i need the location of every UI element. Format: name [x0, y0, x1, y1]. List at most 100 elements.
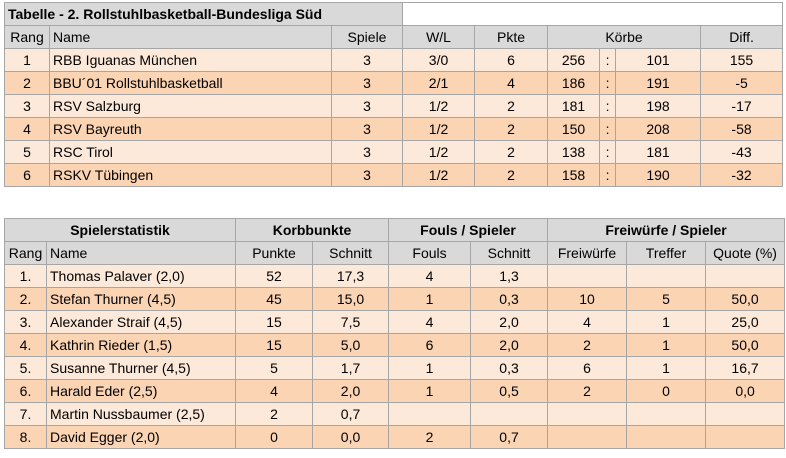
fouls-cell: 2	[388, 425, 472, 449]
baskets-for-cell: 150	[547, 117, 601, 141]
team-name-cell: RSV Salzburg	[49, 94, 332, 118]
table-row: 6. Harald Eder (2,5) 4 2,0 1 0,5 2 0 0,0	[4, 379, 786, 403]
hits-cell: 1	[626, 356, 707, 380]
points-cell: 4	[474, 71, 549, 95]
points-cell: 4	[235, 379, 314, 403]
baskets-against-cell: 101	[615, 48, 702, 72]
player-name-cell: Martin Nussbaumer (2,5)	[45, 402, 237, 426]
points-cell: 2	[474, 117, 549, 141]
points-cell: 2	[474, 163, 549, 187]
header-diff: Diff.	[700, 25, 784, 49]
header-baskets: Körbe	[547, 25, 702, 49]
freethrows-cell	[547, 402, 628, 426]
wl-cell: 2/1	[402, 71, 476, 95]
points-cell: 45	[235, 287, 314, 311]
games-cell: 3	[330, 48, 404, 72]
games-cell: 3	[330, 163, 404, 187]
header-rank: Rang	[4, 241, 47, 265]
fouls-avg-cell: 0,5	[470, 379, 549, 403]
points-avg-cell: 15,0	[312, 287, 390, 311]
player-stats-table: Spielerstatistik Korbbunkte Fouls / Spie…	[3, 218, 786, 449]
header-avg: Schnitt	[312, 241, 390, 265]
rank-cell: 6	[4, 163, 50, 187]
points-cell: 15	[235, 310, 314, 334]
rank-cell: 4.	[4, 333, 47, 357]
header-points: Pkte	[474, 25, 549, 49]
header-quote: Quote (%)	[705, 241, 786, 265]
player-name-cell: Thomas Palaver (2,0)	[45, 264, 237, 288]
hits-cell: 5	[626, 287, 707, 311]
wl-cell: 1/2	[402, 140, 476, 164]
fouls-avg-cell: 2,0	[470, 310, 549, 334]
diff-cell: -32	[700, 163, 784, 187]
table-row: 1 RBB Iguanas München 3 3/0 6 256:101 155	[4, 48, 784, 72]
rank-cell: 2	[4, 71, 50, 95]
quote-cell	[705, 264, 786, 288]
points-avg-cell: 7,5	[312, 310, 390, 334]
hits-cell	[626, 425, 707, 449]
group-header-freethrows: Freiwürfe / Spieler	[547, 218, 786, 242]
fouls-avg-cell: 2,0	[470, 333, 549, 357]
rank-cell: 8.	[4, 425, 47, 449]
points-avg-cell: 0,0	[312, 425, 390, 449]
wl-cell: 1/2	[402, 117, 476, 141]
games-cell: 3	[330, 117, 404, 141]
fouls-cell: 1	[388, 287, 472, 311]
table-row: 3 RSV Salzburg 3 1/2 2 181:198 -17	[4, 94, 784, 118]
table-row: 2 BBU´01 Rollstuhlbasketball 3 2/1 4 186:191-…	[4, 71, 784, 95]
team-name-cell: RSV Bayreuth	[49, 117, 332, 141]
table-row: 5 RSC Tirol 3 1/2 2 138:181 -43	[4, 140, 784, 164]
table-row: 3. Alexander Straif (4,5) 15 7,5 4 2,0 4 1 25,0	[4, 310, 786, 334]
standings-body: 1 RBB Iguanas München 3 3/0 6 256:101 155 2 BBU´…	[4, 48, 784, 187]
header-name: Name	[49, 25, 332, 49]
hits-cell: 0	[626, 379, 707, 403]
header-name: Name	[45, 241, 237, 265]
group-header-stats: Spielerstatistik	[3, 218, 237, 242]
group-header-points: Korbbunkte	[235, 218, 390, 242]
table-row: 2. Stefan Thurner (4,5) 45 15,0 1 0,3 10 5 50,0	[4, 287, 786, 311]
quote-cell: 25,0	[705, 310, 786, 334]
points-cell: 2	[474, 140, 549, 164]
baskets-separator: :	[599, 163, 617, 187]
fouls-avg-cell: 0,7	[470, 425, 549, 449]
header-rank: Rang	[4, 25, 50, 49]
points-cell: 6	[474, 48, 549, 72]
fouls-avg-cell: 0,3	[470, 356, 549, 380]
games-cell: 3	[330, 71, 404, 95]
header-hits: Treffer	[626, 241, 707, 265]
rank-cell: 5.	[4, 356, 47, 380]
team-name-cell: BBU´01 Rollstuhlbasketball	[49, 71, 332, 95]
fouls-cell: 4	[388, 264, 472, 288]
points-cell: 5	[235, 356, 314, 380]
points-avg-cell: 1,7	[312, 356, 390, 380]
wl-cell: 3/0	[402, 48, 476, 72]
rank-cell: 4	[4, 117, 50, 141]
points-avg-cell: 0,7	[312, 402, 390, 426]
baskets-separator: :	[599, 48, 617, 72]
table-row: 7. Martin Nussbaumer (2,5) 2 0,7	[4, 402, 786, 426]
quote-cell: 0,0	[705, 379, 786, 403]
player-name-cell: Kathrin Rieder (1,5)	[45, 333, 237, 357]
hits-cell	[626, 264, 707, 288]
table-row: 1. Thomas Palaver (2,0) 52 17,3 4 1,3	[4, 264, 786, 288]
title-spacer	[402, 2, 784, 26]
fouls-cell	[388, 402, 472, 426]
baskets-for-cell: 138	[547, 140, 601, 164]
diff-cell: -43	[700, 140, 784, 164]
baskets-for-cell: 186	[547, 71, 601, 95]
quote-cell	[705, 425, 786, 449]
table-row: 6 RSKV Tübingen 3 1/2 2 158:190 -32	[4, 163, 784, 187]
team-name-cell: RSC Tirol	[49, 140, 332, 164]
baskets-separator: :	[599, 117, 617, 141]
fouls-cell: 1	[388, 379, 472, 403]
player-name-cell: Stefan Thurner (4,5)	[45, 287, 237, 311]
diff-cell: -17	[700, 94, 784, 118]
fouls-cell: 1	[388, 356, 472, 380]
table-row: 4 RSV Bayreuth 3 1/2 2 150:208 -58	[4, 117, 784, 141]
baskets-separator: :	[599, 94, 617, 118]
diff-cell: -5	[700, 71, 784, 95]
baskets-for-cell: 158	[547, 163, 601, 187]
group-header-fouls: Fouls / Spieler	[388, 218, 549, 242]
hits-cell: 1	[626, 333, 707, 357]
table-row: 8. David Egger (2,0) 0 0,0 2 0,7	[4, 425, 786, 449]
